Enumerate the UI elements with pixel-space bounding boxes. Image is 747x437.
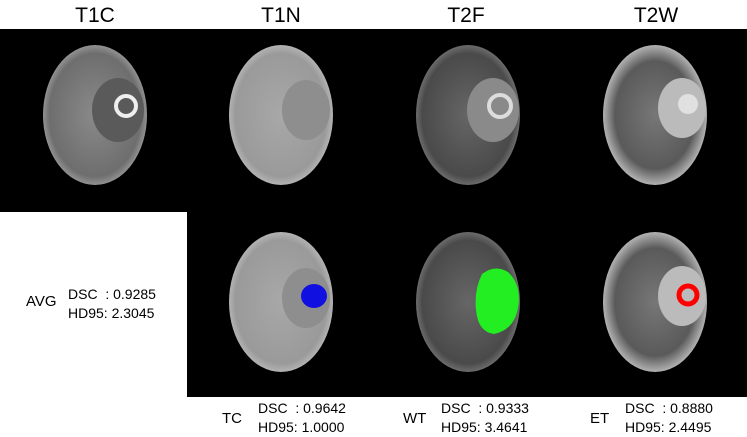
mri-slice [603,45,707,185]
column-title: T1C [75,4,115,27]
metric-hd95: HD95: 3.4641 [441,419,528,435]
metric-label: ET [590,410,609,427]
mri-slice [416,45,520,185]
column-title: T2F [447,4,484,27]
metric-hd95: HD95: 1.0000 [258,419,345,435]
column-title: T2W [634,4,679,27]
metric-dsc: DSC : 0.9333 [441,400,529,416]
metric-label: WT [403,410,426,427]
mri-slice [43,45,147,185]
metric-dsc: DSC : 0.9642 [258,400,346,416]
metric-dsc: DSC : 0.9285 [68,286,156,302]
column-title: T1N [261,4,301,27]
metric-label: AVG [26,293,57,310]
metric-hd95: HD95: 2.4495 [625,419,712,435]
mri-segmentation [603,232,707,372]
metric-hd95: HD95: 2.3045 [68,305,155,321]
mri-segmentation [416,232,520,372]
mri-segmentation [229,232,333,372]
mri-slice [229,45,333,185]
metric-dsc: DSC : 0.8880 [625,400,713,416]
metric-label: TC [222,410,242,427]
